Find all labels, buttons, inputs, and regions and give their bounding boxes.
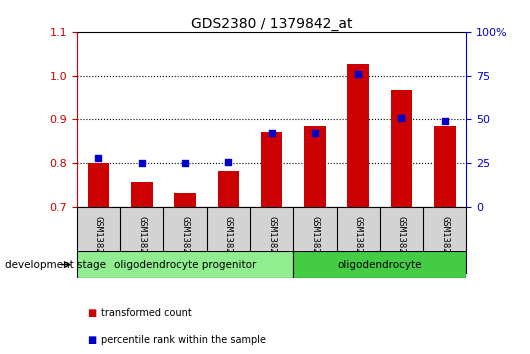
Text: oligodendrocyte: oligodendrocyte: [338, 259, 422, 270]
Bar: [304, 126, 326, 207]
Bar: [77, 251, 293, 278]
Point: [398, 115, 406, 121]
Text: ■: ■: [87, 335, 96, 345]
Bar: [347, 64, 369, 207]
Point: [94, 155, 103, 161]
Text: GSM138281: GSM138281: [137, 216, 146, 264]
Bar: [131, 182, 153, 207]
Text: percentile rank within the sample: percentile rank within the sample: [101, 335, 266, 345]
Point: [181, 160, 189, 166]
Text: development stage: development stage: [5, 259, 107, 270]
Bar: [217, 171, 239, 207]
Point: [267, 131, 276, 136]
Text: transformed count: transformed count: [101, 308, 191, 318]
Text: GSM138285: GSM138285: [311, 216, 320, 264]
Bar: [293, 251, 466, 278]
Text: GSM138282: GSM138282: [181, 216, 190, 264]
Text: oligodendrocyte progenitor: oligodendrocyte progenitor: [114, 259, 256, 270]
Point: [311, 131, 319, 136]
Text: GSM138280: GSM138280: [94, 216, 103, 264]
Point: [137, 160, 146, 166]
Point: [224, 159, 233, 164]
Text: GSM138287: GSM138287: [397, 216, 406, 264]
Bar: [391, 90, 412, 207]
Title: GDS2380 / 1379842_at: GDS2380 / 1379842_at: [191, 17, 352, 31]
Text: ■: ■: [87, 308, 96, 318]
Bar: [261, 132, 282, 207]
Point: [354, 71, 363, 77]
Text: GSM138288: GSM138288: [440, 216, 449, 264]
Text: GSM138284: GSM138284: [267, 216, 276, 264]
Text: GSM138286: GSM138286: [354, 216, 363, 264]
Bar: [434, 126, 456, 207]
Bar: [87, 163, 109, 207]
Point: [440, 118, 449, 124]
Bar: [174, 193, 196, 207]
Text: GSM138283: GSM138283: [224, 216, 233, 264]
